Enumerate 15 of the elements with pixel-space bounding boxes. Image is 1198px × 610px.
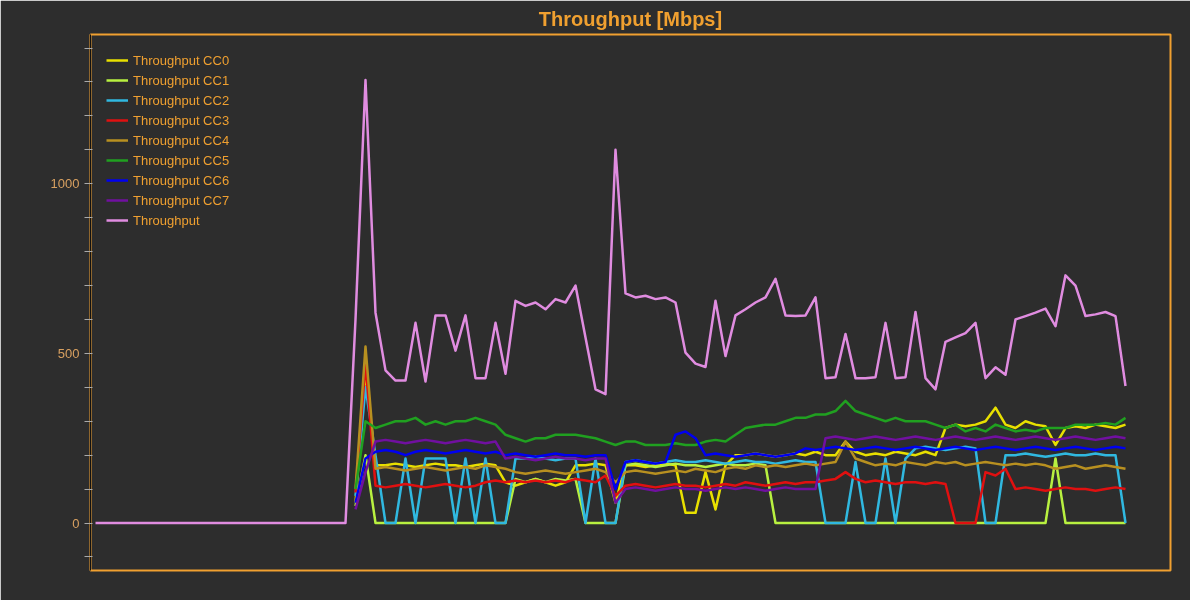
- legend-label: Throughput CC6: [133, 172, 230, 188]
- legend-label: Throughput CC3: [133, 112, 230, 128]
- line-series: [94, 78, 1127, 525]
- chart-title: Throughput [Mbps]: [538, 7, 723, 30]
- legend-label: Throughput CC7: [133, 192, 230, 208]
- legend-label: Throughput CC4: [133, 132, 230, 148]
- legend-label: Throughput CC1: [133, 72, 230, 88]
- line-series: [354, 399, 1127, 491]
- legend-label: Throughput CC5: [133, 152, 230, 168]
- legend-label: Throughput CC0: [133, 52, 230, 68]
- legend-label: Throughput: [133, 212, 200, 228]
- y-tick-label: 0: [72, 515, 80, 531]
- y-tick-label: 500: [57, 345, 80, 361]
- legend-label: Throughput CC2: [133, 92, 230, 108]
- y-tick-label: 1000: [50, 176, 80, 192]
